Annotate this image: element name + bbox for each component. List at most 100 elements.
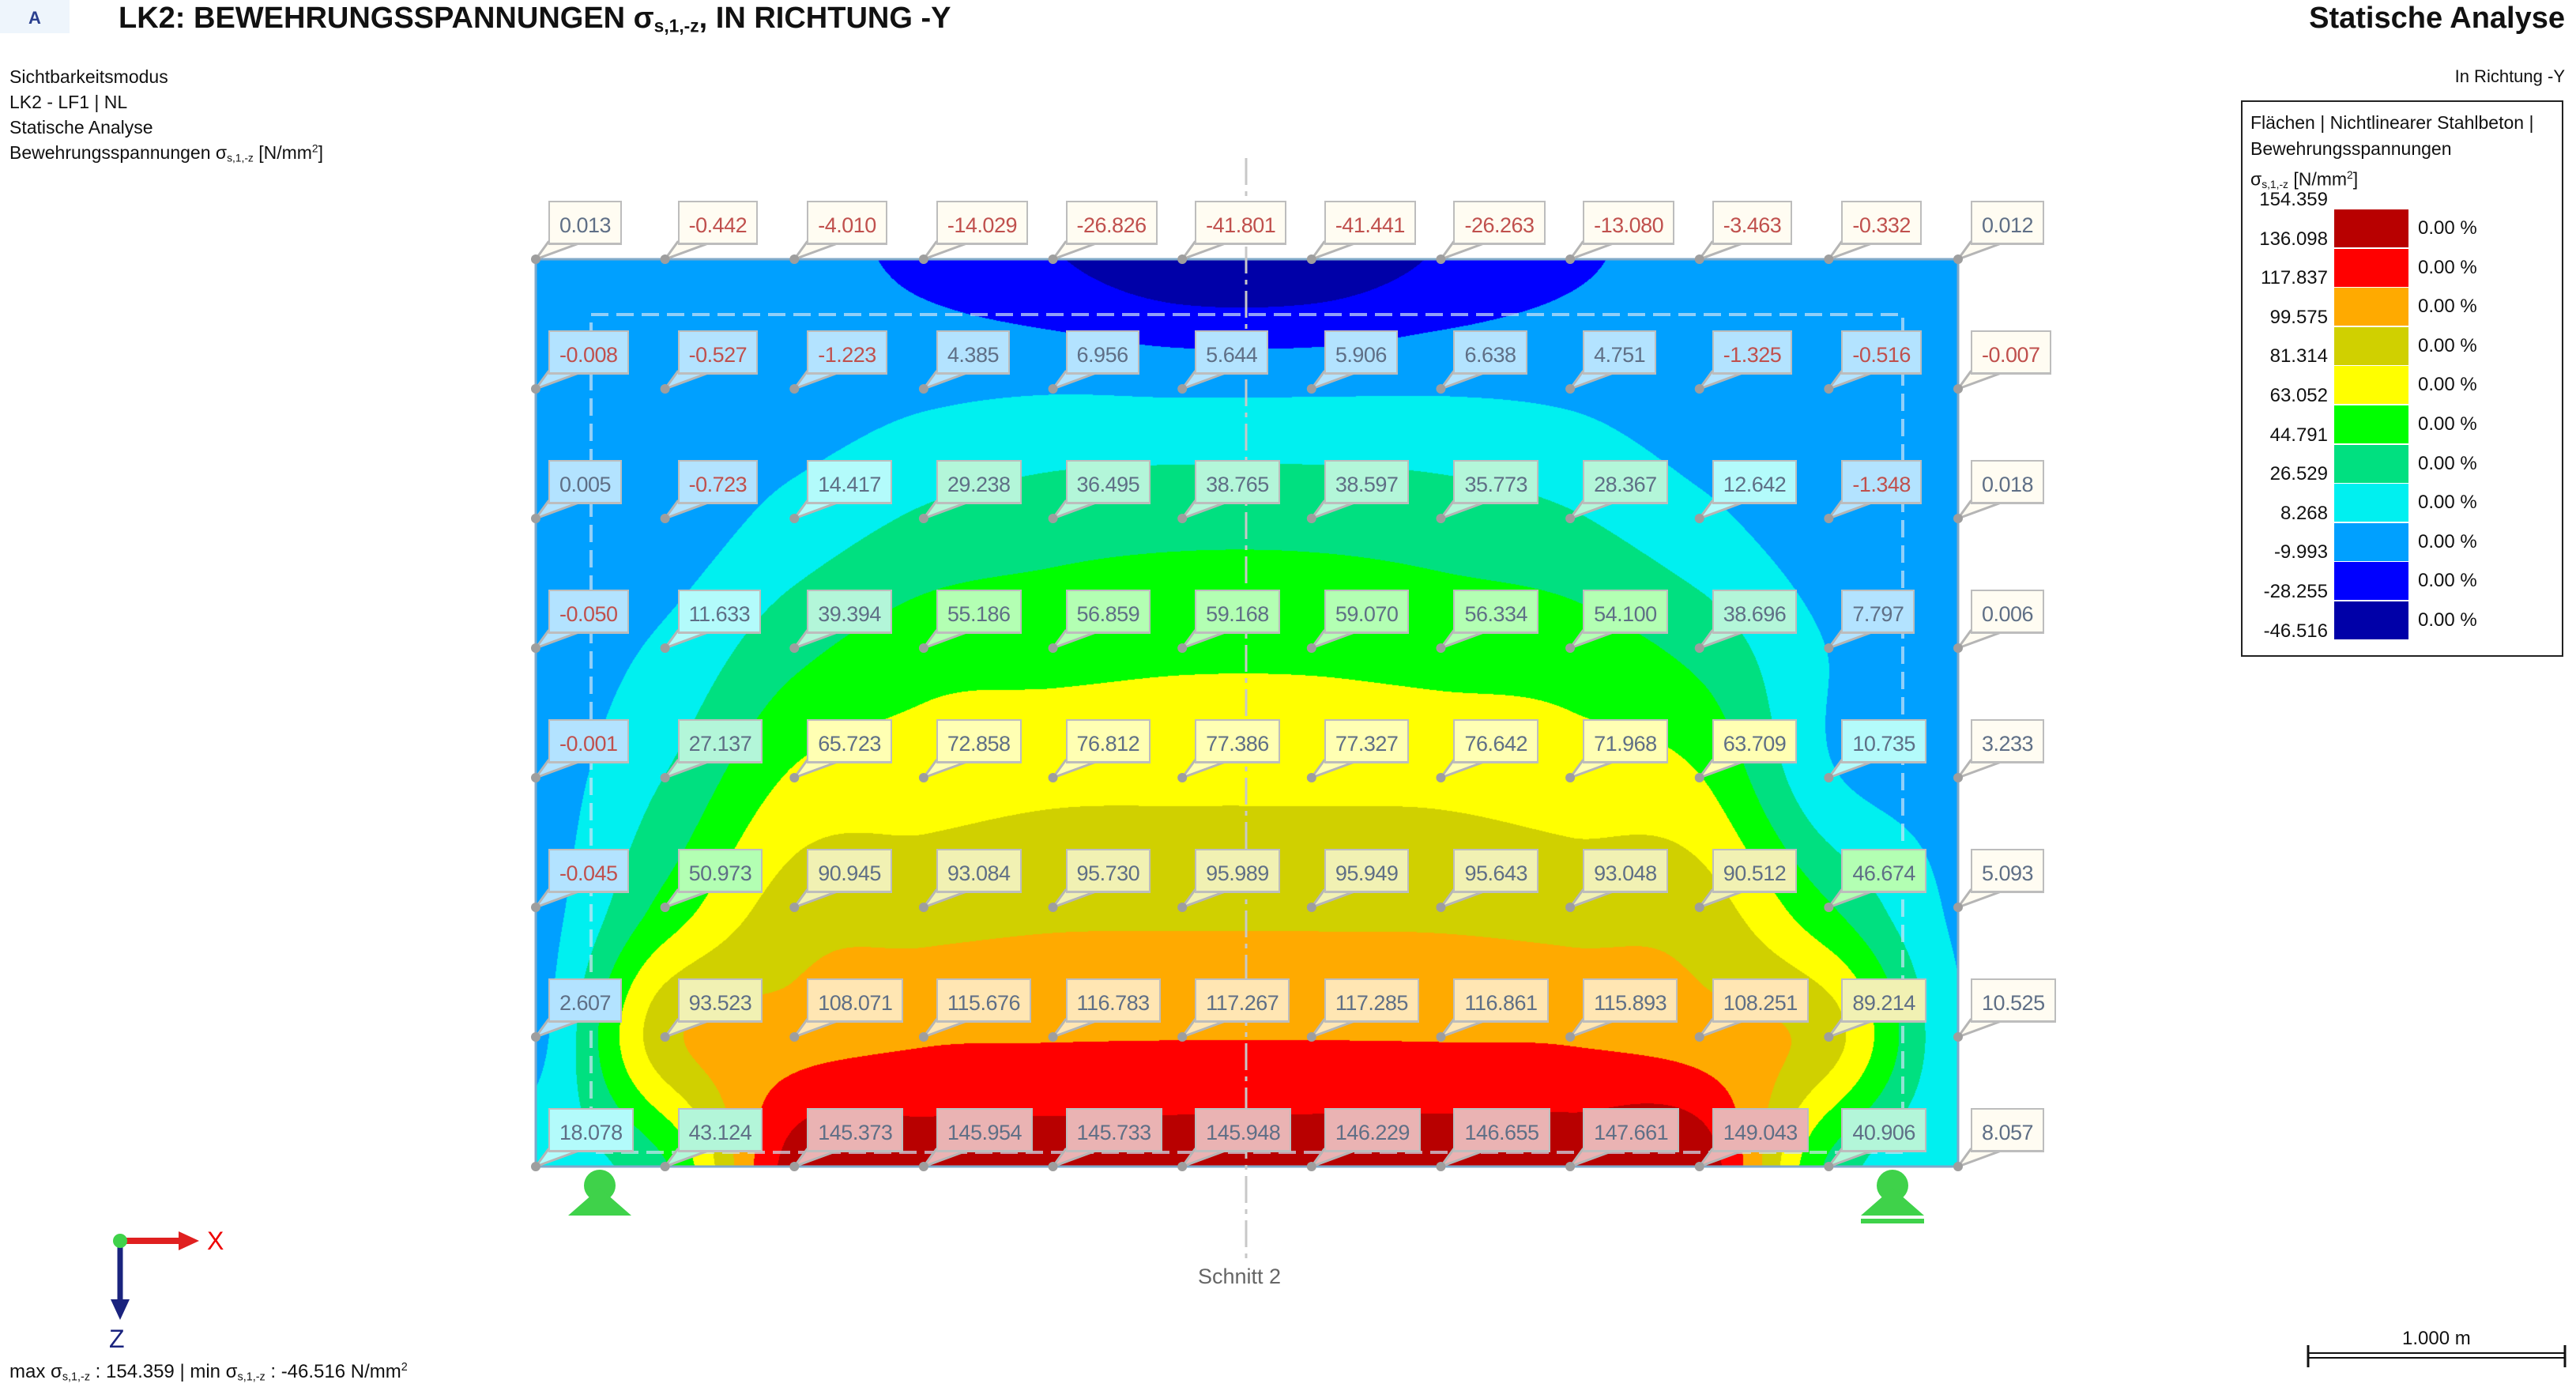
- value-label[interactable]: 5.093: [1971, 849, 2045, 893]
- value-label[interactable]: -0.332: [1841, 201, 1922, 245]
- value-label[interactable]: 146.655: [1453, 1108, 1550, 1152]
- value-label[interactable]: 95.989: [1195, 849, 1280, 893]
- value-label[interactable]: -14.029: [936, 201, 1028, 245]
- value-label[interactable]: 108.251: [1712, 978, 1809, 1023]
- value-label[interactable]: -0.442: [677, 201, 759, 245]
- value-label[interactable]: 77.327: [1324, 719, 1410, 763]
- value-label[interactable]: -26.263: [1453, 201, 1546, 245]
- value-label[interactable]: 12.642: [1712, 460, 1798, 504]
- value-label[interactable]: 108.071: [807, 978, 904, 1023]
- value-label[interactable]: 145.373: [807, 1108, 904, 1152]
- value-label[interactable]: 95.730: [1065, 849, 1151, 893]
- value-label[interactable]: 117.267: [1195, 978, 1290, 1023]
- value-label[interactable]: 46.674: [1841, 849, 1926, 893]
- value-label[interactable]: -0.008: [548, 330, 629, 375]
- value-label[interactable]: -1.348: [1841, 460, 1922, 504]
- value-label[interactable]: 71.968: [1583, 719, 1668, 763]
- value-label[interactable]: -0.007: [1971, 330, 2051, 375]
- value-label[interactable]: -26.826: [1065, 201, 1158, 245]
- value-label[interactable]: 2.607: [548, 978, 623, 1023]
- value-label[interactable]: 0.013: [548, 201, 623, 245]
- value-label[interactable]: 93.048: [1583, 849, 1668, 893]
- value-label[interactable]: 50.973: [677, 849, 763, 893]
- value-label[interactable]: 8.057: [1971, 1108, 2045, 1152]
- value-label[interactable]: 95.949: [1324, 849, 1410, 893]
- value-label[interactable]: 5.906: [1324, 330, 1398, 375]
- value-label[interactable]: 65.723: [807, 719, 892, 763]
- value-label[interactable]: 28.367: [1583, 460, 1668, 504]
- value-label[interactable]: 145.733: [1065, 1108, 1162, 1152]
- value-label[interactable]: 3.233: [1971, 719, 2045, 763]
- value-label[interactable]: 146.229: [1324, 1108, 1421, 1152]
- value-label[interactable]: 38.696: [1712, 590, 1798, 634]
- value-label[interactable]: 54.100: [1583, 590, 1668, 634]
- value-label[interactable]: 6.956: [1065, 330, 1139, 375]
- value-label[interactable]: 10.525: [1971, 978, 2056, 1023]
- value-label[interactable]: 0.012: [1971, 201, 2045, 245]
- value-label[interactable]: -1.325: [1712, 330, 1793, 375]
- value-label[interactable]: 116.861: [1453, 978, 1549, 1023]
- value-label[interactable]: 56.859: [1065, 590, 1151, 634]
- value-label[interactable]: 7.797: [1841, 590, 1915, 634]
- value-label[interactable]: -0.516: [1841, 330, 1922, 375]
- value-label[interactable]: 27.137: [677, 719, 763, 763]
- value-label[interactable]: 90.512: [1712, 849, 1798, 893]
- value-label[interactable]: 90.945: [807, 849, 892, 893]
- value-label[interactable]: 10.735: [1841, 719, 1926, 763]
- section-label[interactable]: Schnitt 2: [1198, 1265, 1282, 1288]
- value-label[interactable]: 117.285: [1324, 978, 1419, 1023]
- value-label[interactable]: 59.070: [1324, 590, 1410, 634]
- value-label[interactable]: -0.050: [548, 590, 629, 634]
- value-label[interactable]: 76.642: [1453, 719, 1539, 763]
- value-label[interactable]: 95.643: [1453, 849, 1539, 893]
- value-label[interactable]: -0.723: [677, 460, 759, 504]
- value-label[interactable]: 76.812: [1065, 719, 1151, 763]
- value-label[interactable]: 89.214: [1841, 978, 1926, 1023]
- value-label[interactable]: 36.495: [1065, 460, 1151, 504]
- legend-value: 8.268: [2280, 502, 2328, 524]
- value-label[interactable]: -1.223: [807, 330, 887, 375]
- value-label[interactable]: 59.168: [1195, 590, 1280, 634]
- color-legend[interactable]: Flächen | Nichtlinearer Stahlbeton | Bew…: [2241, 100, 2563, 657]
- value-label[interactable]: 35.773: [1453, 460, 1539, 504]
- value-label[interactable]: -13.080: [1583, 201, 1675, 245]
- value-label[interactable]: 0.005: [548, 460, 623, 504]
- value-label[interactable]: 63.709: [1712, 719, 1798, 763]
- value-label[interactable]: 11.633: [677, 590, 762, 634]
- value-label[interactable]: 43.124: [677, 1108, 763, 1152]
- value-label[interactable]: 0.018: [1971, 460, 2045, 504]
- value-label[interactable]: 39.394: [807, 590, 892, 634]
- value-label[interactable]: -41.801: [1195, 201, 1287, 245]
- value-label[interactable]: -4.010: [807, 201, 887, 245]
- value-label[interactable]: 77.386: [1195, 719, 1280, 763]
- value-label[interactable]: 38.765: [1195, 460, 1280, 504]
- view-tab-a[interactable]: A: [0, 0, 70, 33]
- value-label[interactable]: 38.597: [1324, 460, 1410, 504]
- value-label[interactable]: 145.954: [936, 1108, 1034, 1152]
- value-label[interactable]: 115.676: [936, 978, 1032, 1023]
- value-label[interactable]: 4.385: [936, 330, 1010, 375]
- value-label[interactable]: 6.638: [1453, 330, 1527, 375]
- value-label[interactable]: 93.523: [677, 978, 763, 1023]
- value-label[interactable]: -0.001: [548, 719, 629, 763]
- value-label[interactable]: 4.751: [1583, 330, 1657, 375]
- value-label[interactable]: 55.186: [936, 590, 1022, 634]
- value-label[interactable]: -0.045: [548, 849, 629, 893]
- value-label[interactable]: 18.078: [548, 1108, 634, 1152]
- value-label[interactable]: 149.043: [1712, 1108, 1809, 1152]
- value-label[interactable]: 145.948: [1195, 1108, 1292, 1152]
- value-label[interactable]: 147.661: [1583, 1108, 1680, 1152]
- value-label[interactable]: 93.084: [936, 849, 1022, 893]
- value-label[interactable]: -41.441: [1324, 201, 1416, 245]
- value-label[interactable]: -0.527: [677, 330, 759, 375]
- value-label[interactable]: -3.463: [1712, 201, 1793, 245]
- value-label[interactable]: 115.893: [1583, 978, 1678, 1023]
- value-label[interactable]: 14.417: [807, 460, 892, 504]
- value-label[interactable]: 72.858: [936, 719, 1022, 763]
- value-label[interactable]: 56.334: [1453, 590, 1539, 634]
- value-label[interactable]: 40.906: [1841, 1108, 1926, 1152]
- value-label[interactable]: 116.783: [1065, 978, 1161, 1023]
- value-label[interactable]: 29.238: [936, 460, 1022, 504]
- value-label[interactable]: 0.006: [1971, 590, 2045, 634]
- value-label[interactable]: 5.644: [1195, 330, 1269, 375]
